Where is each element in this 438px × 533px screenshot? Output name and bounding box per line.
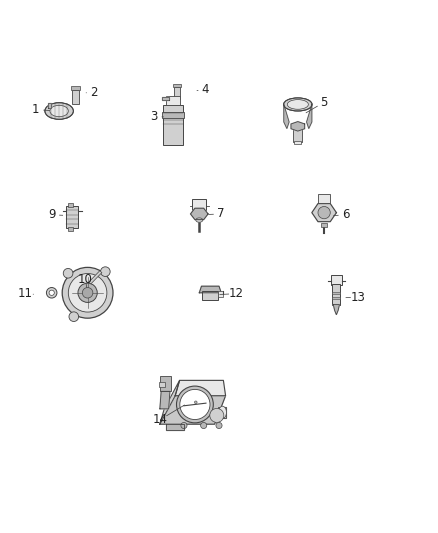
Text: 9: 9 [48,208,56,221]
Bar [163,106,183,145]
Bar [162,112,184,118]
Polygon shape [160,381,180,424]
Ellipse shape [196,218,203,222]
Bar [332,285,340,304]
Text: 5: 5 [321,96,328,109]
Circle shape [68,273,107,312]
Text: 12: 12 [229,287,244,300]
Circle shape [100,267,110,277]
Bar [68,204,73,207]
Bar [159,382,165,387]
Bar [66,206,78,228]
Circle shape [181,423,187,429]
Bar [68,227,73,231]
Bar [321,223,327,227]
Circle shape [46,287,57,298]
Ellipse shape [50,106,68,117]
Bar [71,86,80,90]
Circle shape [62,268,113,318]
Text: 11: 11 [18,287,33,300]
Circle shape [180,390,210,419]
Polygon shape [160,395,226,424]
Polygon shape [199,286,221,293]
Text: 7: 7 [217,207,225,221]
Polygon shape [333,304,339,314]
Bar [218,291,223,297]
Polygon shape [162,96,169,100]
Bar [293,124,302,142]
Circle shape [69,312,78,321]
Polygon shape [166,424,184,430]
Polygon shape [191,208,208,220]
Polygon shape [48,103,51,108]
Polygon shape [291,122,305,131]
Circle shape [177,386,213,423]
Polygon shape [175,381,226,395]
Circle shape [194,401,197,403]
Bar [72,90,79,104]
Polygon shape [160,391,170,409]
Text: 13: 13 [351,290,366,304]
Bar [332,292,340,294]
Text: 2: 2 [90,86,98,99]
Bar [318,194,330,203]
Text: 1: 1 [32,103,40,116]
Circle shape [210,408,224,423]
Ellipse shape [219,406,226,418]
Circle shape [63,269,73,278]
Ellipse shape [287,100,308,109]
Circle shape [318,206,330,219]
Bar [173,84,181,87]
Text: 3: 3 [151,110,158,123]
Circle shape [201,423,207,429]
Circle shape [49,290,54,295]
Polygon shape [284,104,289,128]
Bar [166,96,180,106]
Bar [192,199,206,209]
Bar [332,297,340,299]
Text: 6: 6 [342,208,350,221]
Circle shape [82,287,93,298]
Text: 10: 10 [78,273,93,286]
Ellipse shape [45,103,74,119]
Bar [294,141,301,144]
Circle shape [78,283,97,302]
Circle shape [216,423,222,429]
Bar [174,87,180,99]
Bar [331,275,342,285]
Polygon shape [312,204,336,222]
Polygon shape [307,104,312,128]
Bar [202,292,218,300]
Text: 14: 14 [152,413,167,426]
Bar [160,376,171,391]
Polygon shape [218,407,226,418]
Text: 4: 4 [201,84,209,96]
Ellipse shape [284,98,312,111]
